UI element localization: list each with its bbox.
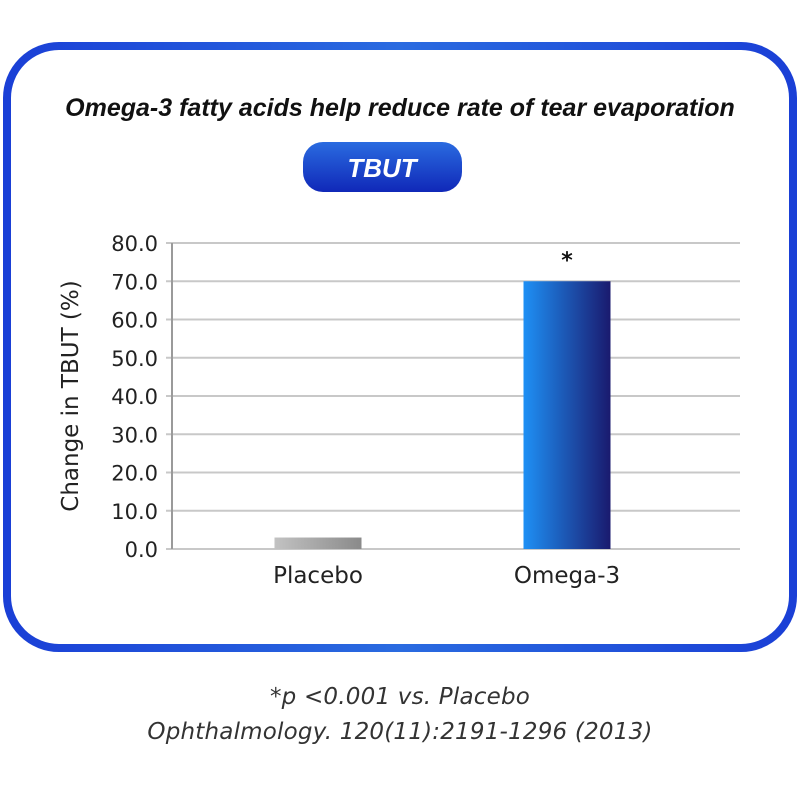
y-tick-labels: 0.0 10.0 20.0 30.0 40.0 50.0 60.0 70.0 80.0 — [111, 232, 158, 562]
x-tick-labels: Placebo Omega-3 — [273, 563, 620, 589]
bar-omega-3 — [523, 281, 611, 549]
bar-placebo — [274, 537, 362, 549]
y-tick-label: 10.0 — [111, 500, 158, 524]
y-tick-label: 60.0 — [111, 309, 158, 333]
chart-subtitle: TBUT — [347, 153, 418, 183]
y-tick-label: 20.0 — [111, 462, 158, 486]
y-tick-label: 80.0 — [111, 232, 158, 256]
chart-title: Omega-3 fatty acids help reduce rate of … — [65, 94, 735, 122]
chart-card: Omega-3 fatty acids help reduce rate of … — [3, 42, 797, 652]
bar-chart: Omega-3 fatty acids help reduce rate of … — [3, 42, 797, 652]
y-tick-label: 0.0 — [125, 538, 158, 562]
x-tick-label: Placebo — [273, 563, 363, 589]
footnote-significance: *p <0.001 vs. Placebo — [269, 684, 531, 710]
y-tick-label: 50.0 — [111, 347, 158, 371]
y-tick-label: 30.0 — [111, 423, 158, 447]
subtitle-pill — [303, 142, 462, 192]
y-tick-label: 40.0 — [111, 385, 158, 409]
y-tick-label: 70.0 — [111, 270, 158, 294]
grid-lines — [166, 242, 740, 550]
significance-marker: * — [561, 248, 573, 273]
footnote-source: Ophthalmology. 120(11):2191-1296 (2013) — [147, 719, 653, 745]
x-tick-label: Omega-3 — [514, 563, 620, 589]
bar-annotations: * — [561, 248, 573, 273]
bars — [274, 281, 611, 549]
y-axis-label: Change in TBUT (%) — [58, 280, 84, 511]
